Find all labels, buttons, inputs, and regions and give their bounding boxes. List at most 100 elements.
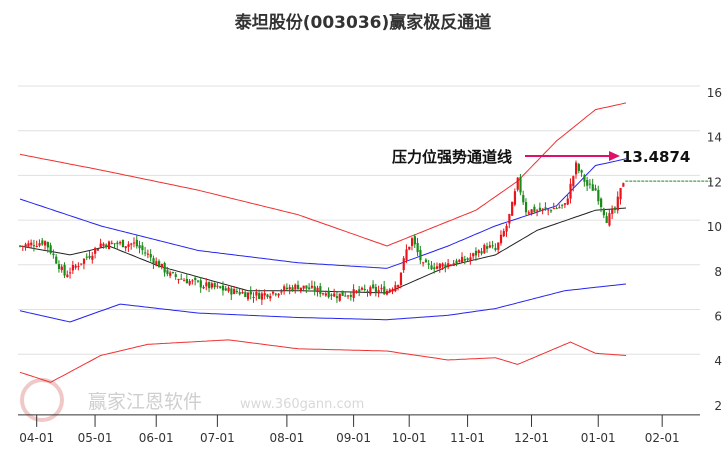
candle-down — [313, 286, 316, 292]
x-tick-label: 04-01 — [19, 431, 54, 445]
candle-down — [199, 280, 202, 288]
candle-up — [505, 225, 508, 232]
candle-up — [527, 212, 530, 214]
candle-down — [413, 236, 416, 245]
candle-up — [241, 292, 244, 294]
candle-down — [219, 286, 222, 288]
candle-down — [49, 245, 52, 254]
x-tick-label: 05-01 — [78, 431, 113, 445]
candle-up — [552, 208, 555, 210]
candle-down — [600, 198, 603, 208]
candle-down — [474, 250, 478, 256]
candle-down — [113, 243, 116, 245]
candle-up — [271, 291, 275, 294]
candle-down — [174, 274, 177, 277]
candle-up — [127, 244, 130, 247]
candle-up — [71, 264, 75, 271]
candle-down — [494, 247, 497, 250]
candle-up — [252, 296, 255, 298]
candle-down — [416, 242, 419, 253]
y-tick-label: 6 — [714, 310, 722, 324]
candle-up — [69, 272, 72, 274]
candle-down — [580, 170, 583, 173]
candle-up — [294, 284, 297, 290]
channel-line-upper-blue — [19, 158, 627, 269]
candle-up — [436, 266, 439, 269]
candle-down — [196, 280, 200, 282]
candle-down — [308, 287, 311, 290]
candle-up — [146, 253, 150, 255]
y-tick-label: 14 — [707, 131, 722, 145]
candle-up — [124, 246, 127, 249]
candle-up — [288, 287, 291, 290]
candle-up — [575, 162, 578, 175]
candle-up — [210, 283, 214, 288]
candle-down — [427, 263, 430, 265]
candle-down — [444, 264, 447, 268]
candle-up — [60, 266, 63, 270]
candle-down — [230, 288, 233, 295]
candle-up — [388, 289, 391, 293]
candle-up — [360, 287, 364, 290]
candle-down — [208, 282, 211, 289]
candle-up — [355, 290, 358, 292]
x-tick-label: 02-01 — [645, 431, 680, 445]
candle-up — [96, 249, 100, 251]
candle-down — [244, 292, 247, 298]
candle-up — [385, 290, 389, 295]
candle-up — [310, 285, 314, 288]
candle-down — [88, 255, 91, 258]
candle-up — [516, 177, 519, 190]
candle-up — [338, 293, 341, 301]
candle-down — [597, 189, 600, 202]
arrow-head-icon — [609, 151, 620, 161]
candle-up — [255, 292, 258, 296]
candle-up — [269, 296, 272, 299]
candle-down — [55, 256, 58, 264]
candle-down — [383, 286, 386, 295]
candle-up — [483, 245, 486, 254]
candle-down — [105, 244, 108, 248]
candle-down — [180, 278, 183, 280]
candle-down — [344, 295, 347, 297]
candle-up — [30, 242, 33, 246]
y-tick-label: 2 — [714, 399, 722, 413]
candle-up — [155, 261, 158, 266]
candle-down — [285, 287, 289, 290]
candle-up — [183, 280, 186, 282]
candle-up — [260, 293, 264, 300]
x-tick-label: 01-01 — [581, 431, 616, 445]
candle-up — [536, 210, 539, 212]
channel-line-upper-red — [19, 102, 627, 247]
candle-up — [438, 263, 441, 269]
candle-up — [380, 288, 383, 290]
x-tick-label: 12-01 — [514, 431, 549, 445]
candle-down — [274, 293, 277, 295]
candle-down — [372, 284, 375, 289]
candle-up — [110, 242, 113, 244]
candle-up — [399, 272, 403, 286]
candle-up — [277, 293, 280, 296]
channel-line-lower-red — [19, 339, 627, 383]
channel-line-lower-blue — [19, 283, 627, 323]
candle-up — [511, 202, 514, 216]
candle-down — [185, 278, 188, 284]
candle-up — [488, 245, 492, 248]
candle-up — [461, 256, 464, 263]
watermark: 赢家江恩软件 www.360gann.com — [20, 378, 364, 422]
candle-up — [191, 280, 194, 282]
candle-up — [391, 288, 394, 292]
x-tick-label: 06-01 — [139, 431, 174, 445]
candle-up — [502, 231, 505, 237]
candle-up — [102, 243, 105, 246]
candle-down — [577, 164, 580, 171]
candle-down — [363, 288, 366, 290]
x-tick-label: 10-01 — [392, 431, 427, 445]
x-tick-label: 08-01 — [269, 431, 304, 445]
x-tick-label: 07-01 — [200, 431, 235, 445]
candle-up — [497, 242, 500, 250]
candle-up — [177, 279, 180, 281]
candle-down — [224, 288, 227, 291]
candle-up — [324, 293, 327, 296]
candle-down — [433, 267, 436, 270]
